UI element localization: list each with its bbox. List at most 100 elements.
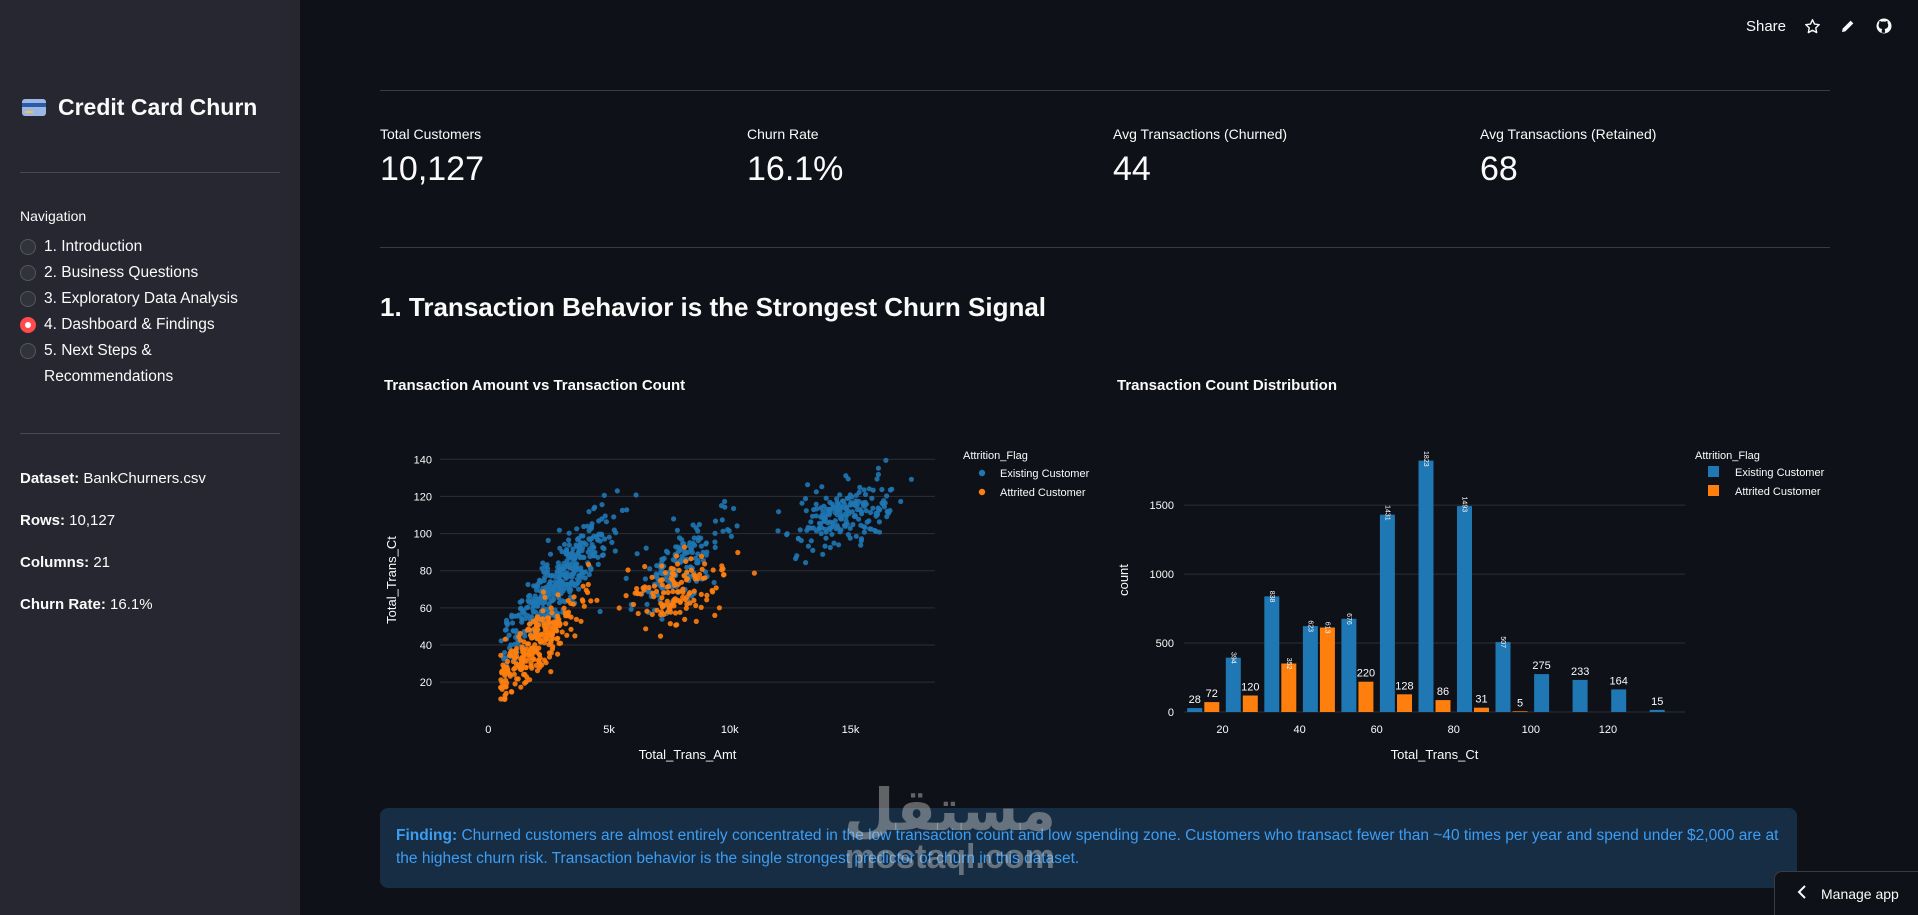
scatter-point	[540, 608, 546, 614]
star-icon[interactable]	[1802, 16, 1822, 36]
scatter-point	[564, 558, 570, 564]
scatter-point	[613, 530, 619, 536]
radio-button[interactable]	[20, 239, 36, 255]
scatter-point	[555, 651, 561, 657]
bar-chart[interactable]: 0 500 1000 1500 20 40 60 80 100 120 Total_Trans_Ct…	[1110, 430, 1828, 770]
scatter-point	[697, 571, 703, 578]
x-tick-label: 10k	[721, 724, 739, 736]
scatter-point	[702, 561, 708, 567]
scatter-point	[503, 627, 509, 633]
metric-label: Avg Transactions (Churned)	[1113, 126, 1288, 142]
scatter-point	[880, 501, 886, 507]
scatter-point	[503, 617, 510, 623]
radio-button[interactable]	[20, 265, 36, 281]
scatter-point	[599, 552, 605, 558]
scatter-point	[588, 566, 594, 572]
scatter-point	[858, 542, 864, 548]
scatter-point	[588, 598, 594, 604]
scatter-point	[858, 522, 864, 528]
scatter-point	[676, 567, 682, 573]
scatter-point	[674, 527, 680, 533]
scatter-point	[672, 582, 678, 588]
radio-button[interactable]	[20, 291, 36, 307]
scatter-point	[530, 596, 536, 602]
scatter-point	[547, 581, 553, 587]
scatter-point	[548, 637, 554, 643]
y-tick-label: 100	[414, 529, 432, 541]
scatter-point	[836, 542, 842, 548]
scatter-point	[546, 601, 552, 607]
scatter-point	[887, 487, 893, 493]
scatter-point	[831, 504, 837, 510]
scatter-point	[677, 548, 683, 554]
bar	[1611, 689, 1627, 712]
scatter-point	[570, 546, 576, 552]
scatter-point	[549, 598, 556, 604]
scatter-point	[838, 527, 844, 533]
scatter-point	[698, 604, 704, 610]
scatter-point	[566, 563, 572, 570]
scatter-point	[542, 630, 548, 636]
scatter-point	[884, 493, 890, 499]
scatter-point	[642, 563, 648, 570]
scatter-point	[845, 532, 851, 538]
scatter-point	[695, 535, 702, 541]
scatter-point	[861, 503, 867, 509]
nav-item-exploratory-data-analysis[interactable]: 3. Exploratory Data Analysis	[20, 286, 280, 312]
scatter-point	[863, 508, 869, 514]
nav-item-next-steps[interactable]: 5. Next Steps & Recommendations	[20, 338, 280, 390]
legend-title: Attrition_Flag	[1695, 450, 1760, 462]
scatter-point	[702, 575, 708, 581]
scatter-point	[805, 543, 811, 549]
scatter-point	[813, 489, 819, 495]
scatter-point	[555, 560, 561, 566]
scatter-point	[594, 597, 600, 603]
scatter-point	[814, 506, 820, 512]
github-icon[interactable]	[1874, 16, 1894, 36]
scatter-point	[712, 539, 718, 545]
scatter-point	[574, 576, 581, 582]
scatter-point	[543, 636, 549, 642]
scatter-chart[interactable]: 20 40 60 80 100 120 140 0 5k 10k 15k Total_Trans_Am…	[380, 430, 1100, 770]
scatter-point	[556, 599, 563, 606]
share-button[interactable]: Share	[1745, 17, 1786, 35]
scatter-point	[531, 583, 537, 589]
scatter-point	[519, 598, 525, 604]
y-tick-label: 120	[414, 491, 432, 503]
x-tick-label: 60	[1371, 724, 1383, 736]
scatter-point	[646, 584, 652, 591]
scatter-point	[695, 551, 701, 557]
nav-item-introduction[interactable]: 1. Introduction	[20, 234, 280, 260]
scatter-point	[537, 655, 543, 661]
scatter-point	[540, 616, 546, 622]
bar	[1457, 506, 1472, 712]
scatter-point	[720, 528, 726, 534]
scatter-point	[698, 543, 704, 549]
radio-button[interactable]	[20, 343, 36, 359]
scatter-point	[575, 536, 581, 543]
scatter-point	[808, 538, 814, 544]
scatter-point	[564, 550, 571, 556]
scatter-point	[719, 517, 725, 523]
bar-data-label: 120	[1241, 681, 1259, 693]
nav-item-business-questions[interactable]: 2. Business Questions	[20, 260, 280, 286]
scatter-point	[873, 513, 879, 519]
nav-item-dashboard-findings[interactable]: 4. Dashboard & Findings	[20, 312, 280, 338]
edit-pencil-icon[interactable]	[1838, 16, 1858, 36]
radio-button-selected[interactable]	[20, 317, 36, 333]
scatter-point	[521, 639, 527, 645]
app-title: Credit Card Churn	[22, 94, 257, 121]
legend-marker	[1708, 485, 1719, 496]
scatter-point	[522, 633, 528, 639]
scatter-point	[898, 498, 904, 505]
bar-data-label: 128	[1395, 680, 1413, 692]
metric-label: Churn Rate	[747, 126, 819, 142]
scatter-point	[508, 652, 514, 658]
meta-value: 10,127	[69, 512, 116, 529]
legend-marker	[978, 488, 986, 496]
scatter-point	[550, 593, 556, 599]
scatter-point	[528, 660, 534, 666]
manage-app-button[interactable]: Manage app	[1774, 871, 1918, 915]
scatter-point	[691, 535, 697, 541]
scatter-point	[634, 586, 640, 592]
